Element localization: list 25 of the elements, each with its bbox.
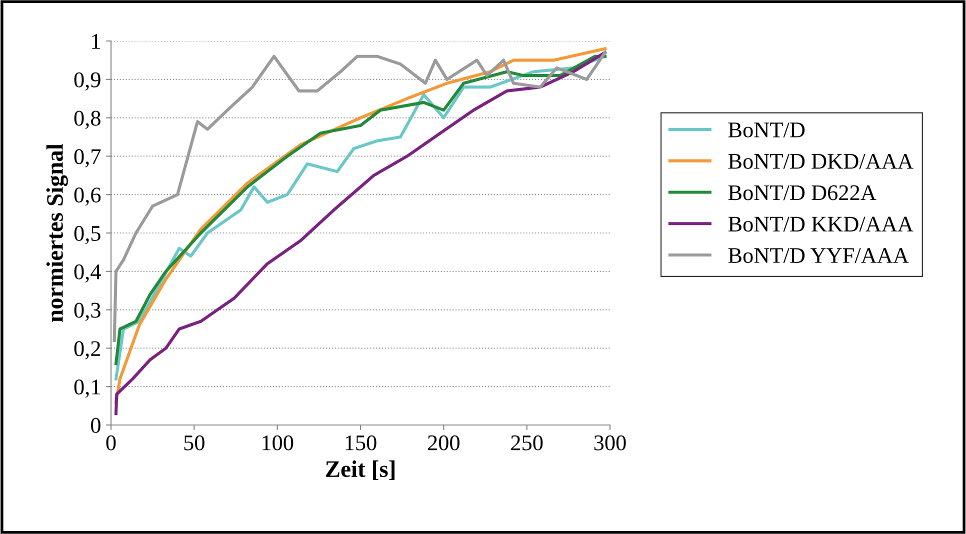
legend-label: BoNT/D [728, 122, 805, 138]
y-tick-label: 1 [92, 34, 100, 49]
y-tick-label: 0,8 [74, 110, 100, 129]
y-tick-label: 0 [91, 418, 100, 433]
x-tick-label: 100 [262, 435, 294, 450]
x-tick-label: 200 [428, 435, 460, 450]
y-tick-label: 0,1 [74, 380, 100, 398]
y-tick-label: 0,3 [74, 302, 100, 321]
y-tick-label: 0,7 [74, 149, 101, 168]
x-tick-label: 0 [106, 435, 116, 450]
x-tick-label: 150 [346, 435, 376, 450]
y-tick-label: 0,4 [74, 264, 101, 283]
legend-label: BoNT/D KKD/AAA [728, 216, 914, 232]
y-tick-label: 0,9 [74, 72, 100, 91]
y-axis-title: normiertes Signal [46, 144, 68, 322]
x-axis-title: Zeit [s] [326, 460, 394, 480]
legend-label: BoNT/D YYF/AAA [728, 248, 909, 264]
x-tick-label: 50 [184, 435, 204, 450]
y-tick-label: 0,2 [74, 341, 100, 360]
y-tick-label: 0,6 [74, 188, 101, 206]
legend-label: BoNT/D D622A [728, 185, 876, 200]
x-tick-label: 300 [594, 435, 626, 450]
legend-label: BoNT/D DKD/AAA [728, 154, 914, 169]
x-tick-label: 250 [511, 435, 543, 450]
y-tick-label: 0,5 [74, 226, 100, 244]
